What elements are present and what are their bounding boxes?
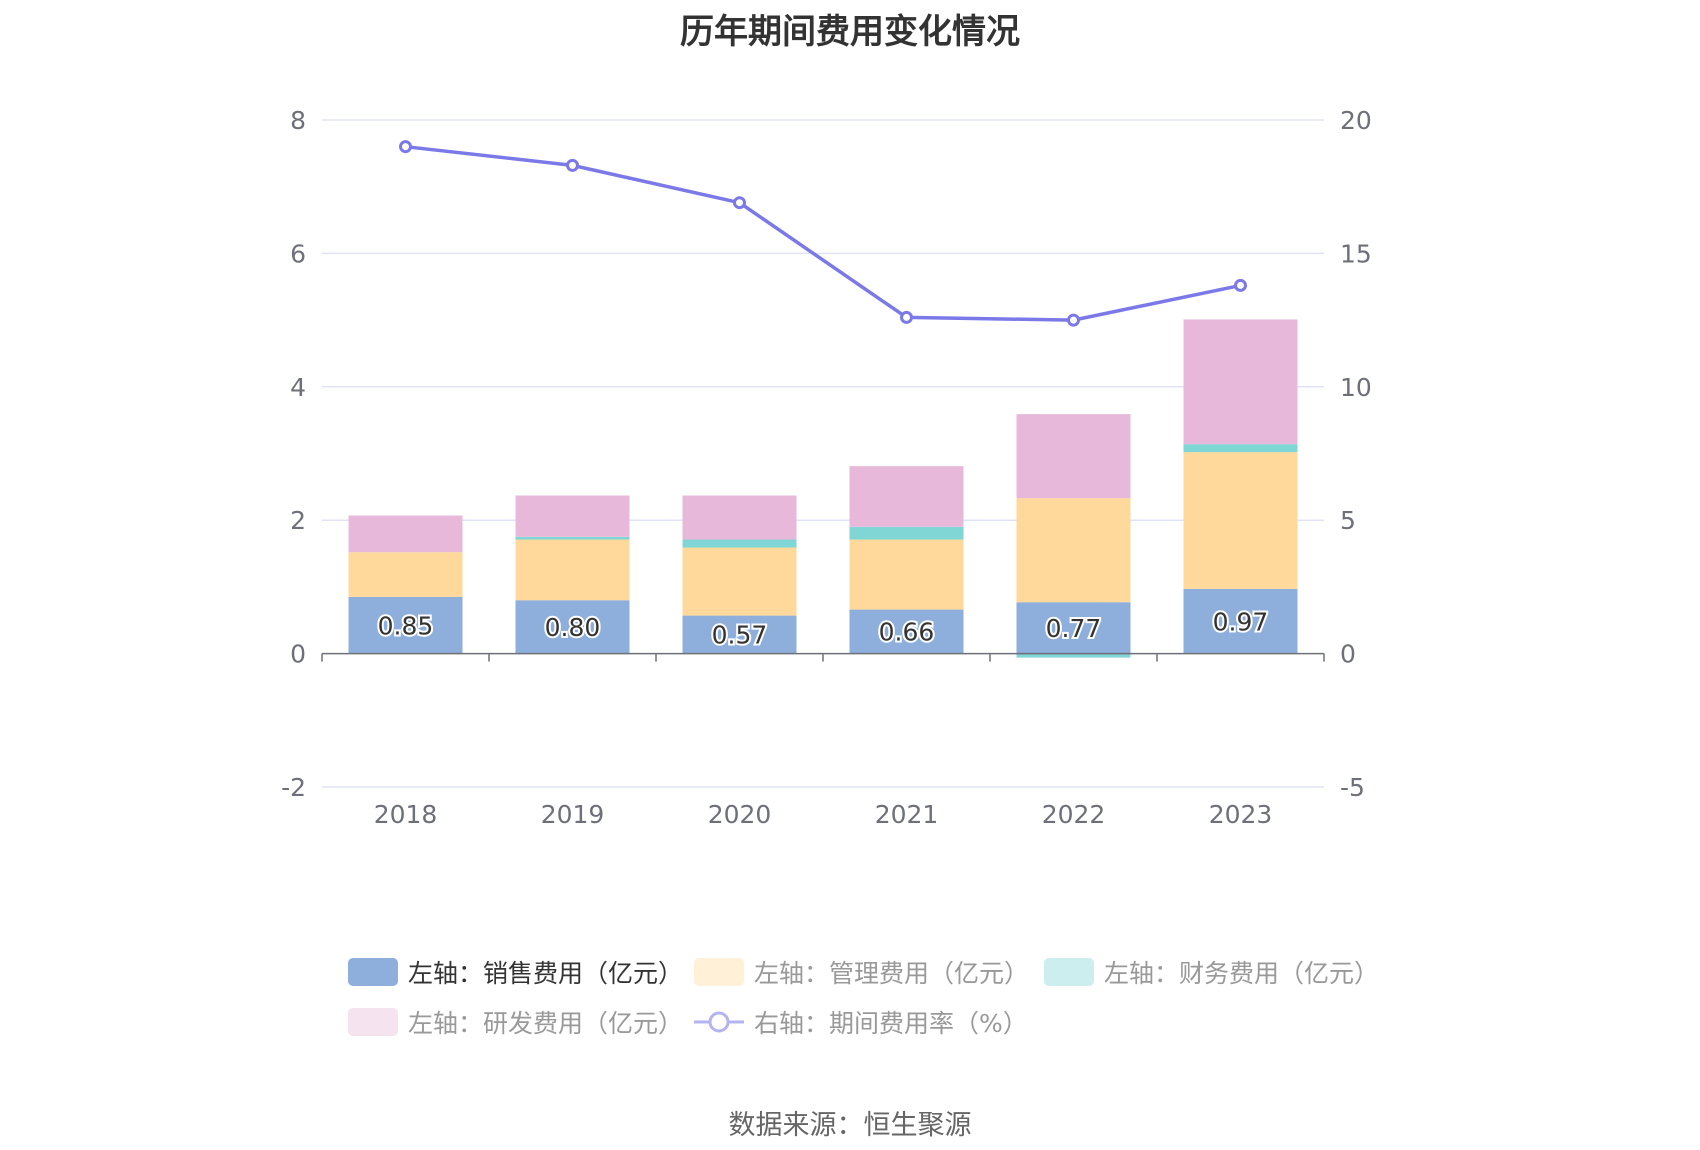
legend-swatch xyxy=(348,958,398,986)
bar-segment xyxy=(1183,319,1298,445)
legend-item[interactable]: 左轴：财务费用（亿元） xyxy=(1044,952,1379,992)
bar-segment xyxy=(849,526,964,540)
source-note: 数据来源：恒生聚源 xyxy=(728,1110,972,1141)
bar-segment xyxy=(1016,414,1131,499)
bar-segment xyxy=(682,495,797,540)
bar-segment xyxy=(515,495,630,537)
legend-marker-circle xyxy=(708,1011,730,1033)
bar-segment xyxy=(1016,602,1131,654)
legend-label: 左轴：研发费用（亿元） xyxy=(408,1009,684,1038)
x-axis-category-label: 2022 xyxy=(1042,800,1106,829)
legend-swatch xyxy=(1044,958,1094,986)
rate-point xyxy=(566,158,579,172)
bar-segment xyxy=(849,539,964,610)
legend-label: 左轴：销售费用（亿元） xyxy=(408,959,684,988)
rate-point xyxy=(900,310,913,324)
legend-item[interactable]: 左轴：销售费用（亿元） xyxy=(348,952,683,992)
x-axis-category-label: 2023 xyxy=(1209,800,1273,829)
legend-line-marker xyxy=(694,1011,744,1033)
rate-line xyxy=(405,144,1241,322)
left-axis-tick-label: 2 xyxy=(290,506,306,535)
bar-segment xyxy=(849,466,964,527)
left-axis-tick-label: -2 xyxy=(281,773,306,802)
rate-point xyxy=(1067,313,1080,327)
bar-segment xyxy=(348,552,463,597)
bar-data-label: 0.85 xyxy=(378,611,434,640)
left-axis-tick-label: 8 xyxy=(290,106,306,135)
bar-data-label: 0.97 xyxy=(1213,607,1269,636)
right-axis-tick-label: 20 xyxy=(1340,106,1372,135)
left-axis-tick-label: 6 xyxy=(290,239,306,268)
bar-segment xyxy=(515,600,630,654)
bar-segment xyxy=(1183,588,1298,654)
legend-label: 左轴：财务费用（亿元） xyxy=(1104,959,1380,988)
legend-label: 右轴：期间费用率（%） xyxy=(754,1009,1028,1038)
x-axis-category-label: 2018 xyxy=(374,800,438,829)
chart-title: 历年期间费用变化情况 xyxy=(680,12,1020,52)
legend-item[interactable]: 左轴：研发费用（亿元） xyxy=(348,1002,683,1042)
x-axis-category-label: 2019 xyxy=(541,800,605,829)
bar-segment xyxy=(1183,452,1298,589)
bar-segment xyxy=(682,547,797,616)
bar-segment xyxy=(682,615,797,654)
left-axis-tick-label: 0 xyxy=(290,640,306,669)
bar-segment xyxy=(515,539,630,601)
right-axis-tick-label: 0 xyxy=(1340,640,1356,669)
bar-segment xyxy=(1016,653,1131,658)
rate-point xyxy=(733,196,746,210)
right-axis-tick-label: -5 xyxy=(1340,773,1365,802)
line-layer xyxy=(399,140,1247,327)
axis-layer: -2 0 2 4 6 8 -5 0 5 10 15 20 2018 2019 2020 2021 2022 202… xyxy=(281,106,1372,829)
bar-segment xyxy=(348,596,463,654)
legend-item[interactable]: 左轴：管理费用（亿元） xyxy=(694,952,1029,992)
grid-lines xyxy=(322,119,1324,788)
left-axis-tick-label: 4 xyxy=(290,373,306,402)
right-axis-tick-label: 15 xyxy=(1340,239,1372,268)
x-axis-category-label: 2020 xyxy=(708,800,772,829)
bar-segment xyxy=(1016,498,1131,603)
legend-label: 左轴：管理费用（亿元） xyxy=(754,959,1030,988)
bar-segment xyxy=(1183,444,1298,453)
right-axis-tick-label: 5 xyxy=(1340,506,1356,535)
bar-data-label: 0.66 xyxy=(879,618,935,647)
data-label-layer: 0.85 0.80 0.57 0.66 0.77 0.97 xyxy=(376,605,1271,651)
rate-point xyxy=(399,140,412,154)
bar-segment xyxy=(515,536,630,540)
right-axis-tick-label: 10 xyxy=(1340,373,1372,402)
bar-data-label: 0.77 xyxy=(1046,614,1102,643)
legend-swatch xyxy=(348,1008,398,1036)
bar-data-label: 0.80 xyxy=(545,613,601,642)
bar-segment xyxy=(849,609,964,654)
rate-point xyxy=(1234,278,1247,292)
bar-data-label: 0.57 xyxy=(712,621,768,650)
legend-swatch xyxy=(694,958,744,986)
bar-segment xyxy=(348,515,463,553)
bar-segment xyxy=(682,539,797,548)
legend-item[interactable]: 右轴：期间费用率（%） xyxy=(694,1002,1028,1042)
bar-layer xyxy=(348,319,1298,658)
x-axis-category-label: 2021 xyxy=(875,800,939,829)
